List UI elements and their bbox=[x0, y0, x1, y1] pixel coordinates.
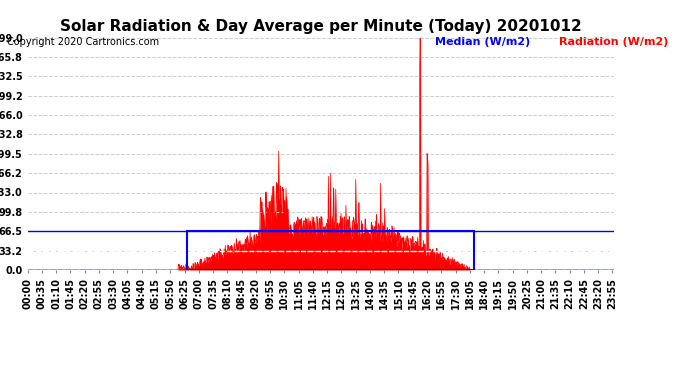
Text: Radiation (W/m2): Radiation (W/m2) bbox=[559, 37, 669, 47]
Text: Median (W/m2): Median (W/m2) bbox=[435, 37, 530, 47]
Title: Solar Radiation & Day Average per Minute (Today) 20201012: Solar Radiation & Day Average per Minute… bbox=[60, 18, 582, 33]
Text: Copyright 2020 Cartronics.com: Copyright 2020 Cartronics.com bbox=[7, 37, 159, 47]
